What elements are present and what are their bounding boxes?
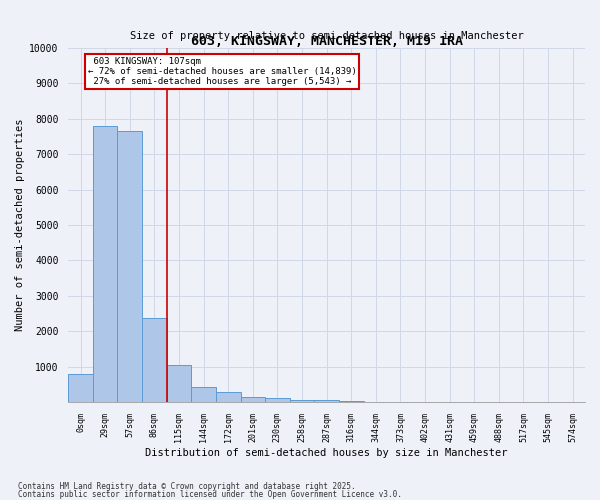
Bar [241, 396, 265, 402]
Bar [167, 365, 191, 402]
Text: Size of property relative to semi-detached houses in Manchester: Size of property relative to semi-detach… [130, 30, 524, 40]
Bar [314, 400, 339, 402]
Text: Contains HM Land Registry data © Crown copyright and database right 2025.: Contains HM Land Registry data © Crown c… [18, 482, 356, 491]
Bar [142, 318, 167, 402]
Bar [290, 400, 314, 402]
Y-axis label: Number of semi-detached properties: Number of semi-detached properties [15, 118, 25, 331]
X-axis label: Distribution of semi-detached houses by size in Manchester: Distribution of semi-detached houses by … [145, 448, 508, 458]
Bar [216, 392, 241, 402]
Text: 603 KINGSWAY: 107sqm
← 72% of semi-detached houses are smaller (14,839)
 27% of : 603 KINGSWAY: 107sqm ← 72% of semi-detac… [88, 56, 356, 86]
Bar [339, 401, 364, 402]
Title: 603, KINGSWAY, MANCHESTER, M19 1RA: 603, KINGSWAY, MANCHESTER, M19 1RA [191, 35, 463, 48]
Text: Contains public sector information licensed under the Open Government Licence v3: Contains public sector information licen… [18, 490, 402, 499]
Bar [68, 374, 93, 402]
Bar [265, 398, 290, 402]
Bar [118, 131, 142, 402]
Bar [93, 126, 118, 402]
Bar [191, 386, 216, 402]
